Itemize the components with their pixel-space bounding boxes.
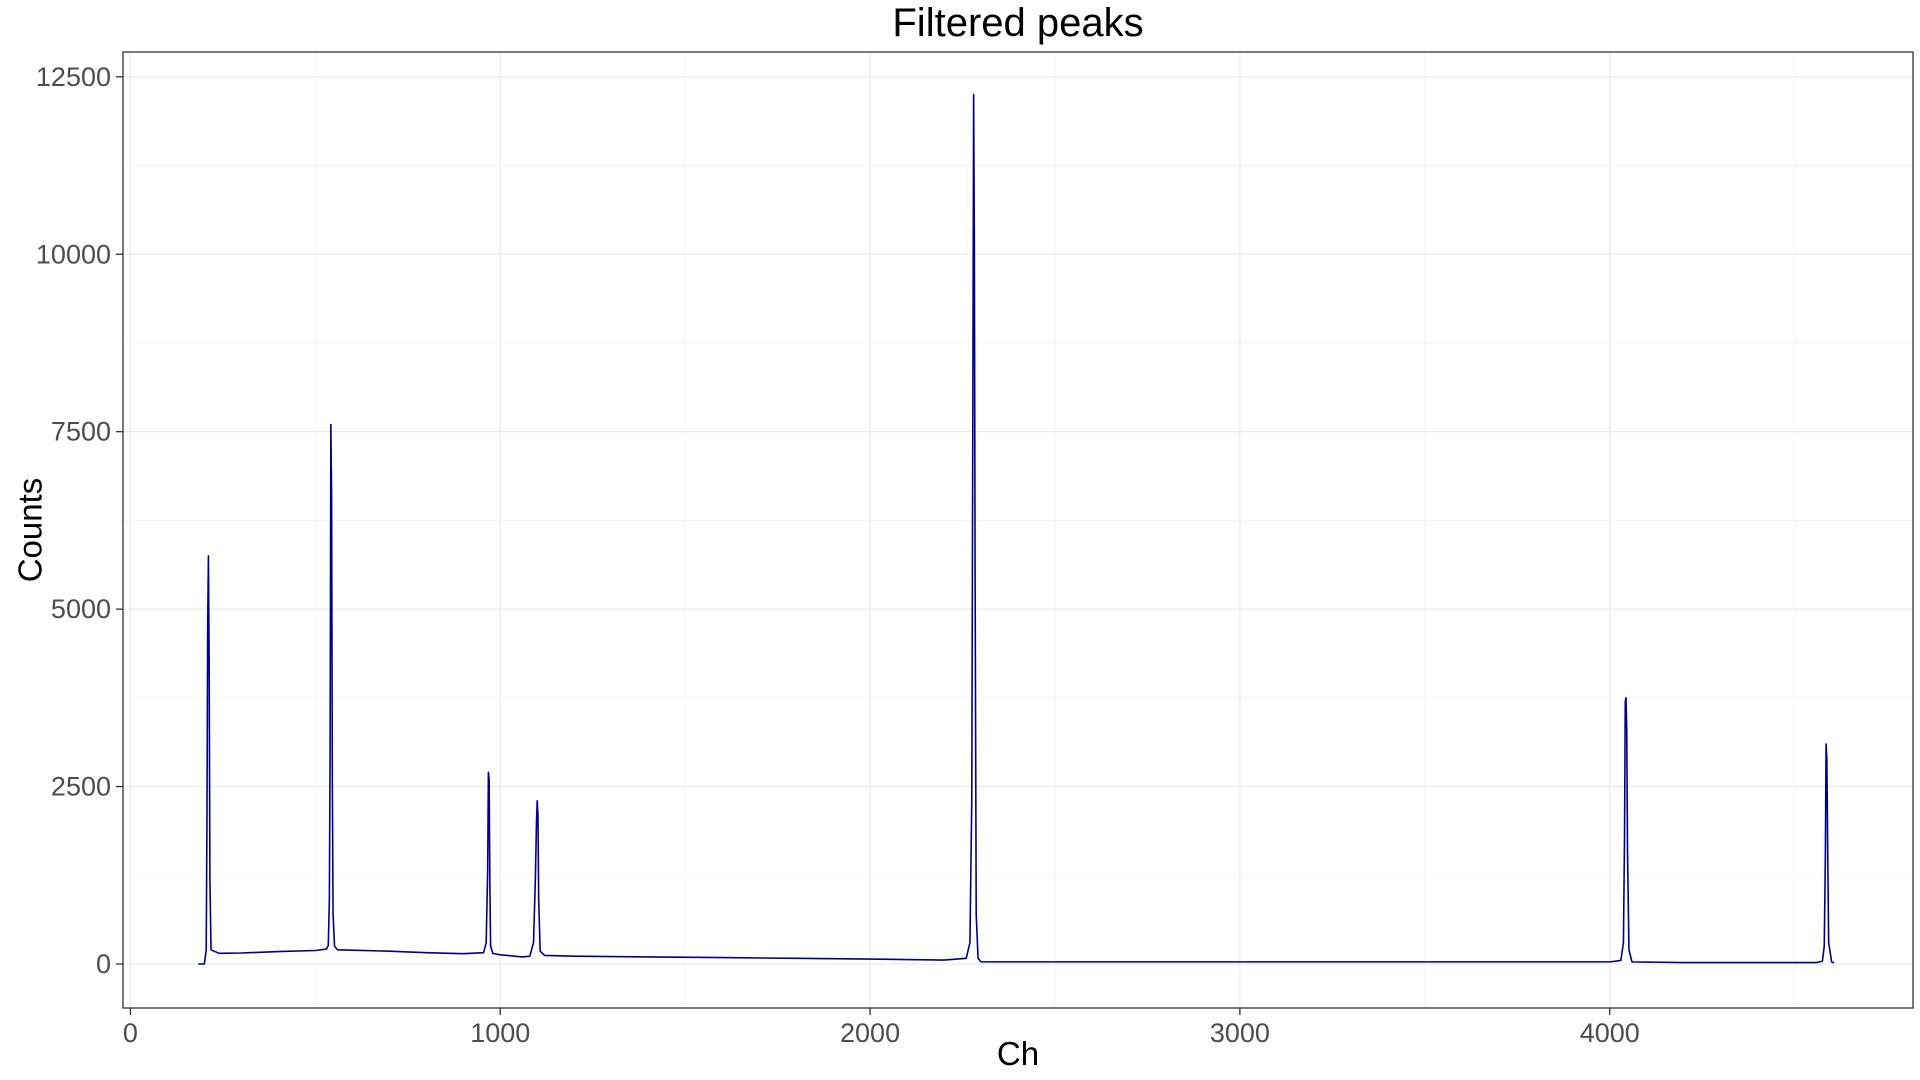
y-tick-label: 7500 (51, 417, 111, 447)
spectrum-line (198, 93, 1835, 965)
series-layer (198, 93, 1835, 965)
chart-title: Filtered peaks (892, 1, 1143, 45)
x-tick-label: 1000 (470, 1018, 530, 1048)
x-tick-label: 0 (123, 1018, 138, 1048)
y-tick-label: 2500 (51, 772, 111, 802)
y-axis-title: Counts (12, 478, 49, 583)
panel-border (122, 51, 1914, 1009)
axis-ticks: 0 1000 2000 3000 4000 0 2500 5000 7500 10000 12500 (36, 62, 1640, 1048)
y-tick-label: 10000 (36, 239, 111, 269)
x-tick-label: 4000 (1580, 1018, 1640, 1048)
x-tick-label: 2000 (840, 1018, 900, 1048)
gridlines (123, 52, 1913, 1008)
x-axis-title: Ch (997, 1035, 1039, 1072)
y-tick-label: 5000 (51, 594, 111, 624)
x-tick-label: 3000 (1210, 1018, 1270, 1048)
y-tick-label: 12500 (36, 62, 111, 92)
y-tick-label: 0 (96, 949, 111, 979)
